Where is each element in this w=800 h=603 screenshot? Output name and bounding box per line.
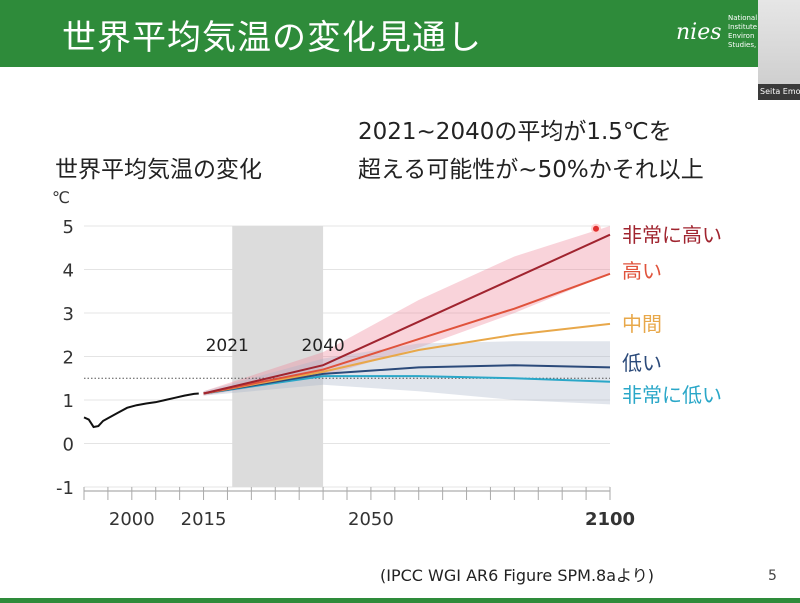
participant-video[interactable]: Seita Emo <box>758 0 800 100</box>
chart-subtitle: 世界平均気温の変化 <box>55 157 262 183</box>
logo-text: National Institute Environ Studies, <box>728 14 758 50</box>
uncertainty-band-low <box>203 341 610 405</box>
x-tick-label: 2050 <box>348 509 394 530</box>
logo-text-line: Environ <box>728 32 755 40</box>
logo-text-line: National <box>728 14 758 22</box>
series-line-intermediate <box>203 322 611 395</box>
logo-text-line: Institute <box>728 23 758 31</box>
note-line-1: 2021~2040の平均が1.5℃を <box>358 119 672 145</box>
y-tick-label: 2 <box>63 348 74 369</box>
page-number: 5 <box>768 568 777 584</box>
y-tick-label: 3 <box>63 304 74 325</box>
uncertainty-band-very_high <box>203 226 610 396</box>
logo-text-line: Studies, <box>728 41 757 49</box>
series-line-very_low <box>203 375 611 395</box>
logo-mark: nies <box>676 20 722 45</box>
series-line-high <box>203 272 611 395</box>
series-label-intermediate: 中間 <box>622 312 662 336</box>
period-start-label: 2021 <box>206 336 249 356</box>
x-tick-label: 2100 <box>585 509 635 530</box>
series-label-low: 低い <box>622 351 662 375</box>
source-citation: (IPCC WGI AR6 Figure SPM.8aより) <box>380 566 654 585</box>
slide-title: 世界平均気温の変化見通し <box>62 18 482 58</box>
y-tick-label: 1 <box>63 391 74 412</box>
participant-name: Seita Emo <box>758 84 800 100</box>
nies-logo: nies National Institute Environ Studies, <box>676 14 758 54</box>
x-tick-label: 2015 <box>181 509 227 530</box>
bottom-rule <box>0 598 800 603</box>
historical-line <box>83 392 199 429</box>
note-line-2: 超える可能性が~50%かそれ以上 <box>358 157 704 183</box>
y-tick-label: 5 <box>63 217 74 238</box>
end-marker <box>591 223 601 234</box>
y-tick-label: -1 <box>56 478 74 499</box>
title-bar: 世界平均気温の変化見通し nies National Institute Env… <box>0 0 758 67</box>
series-label-very_high: 非常に高い <box>622 223 722 247</box>
series-line-low <box>203 364 611 395</box>
period-end-label: 2040 <box>301 336 344 356</box>
x-tick-label: 2000 <box>109 509 155 530</box>
video-thumbnail <box>758 0 800 84</box>
period-highlight <box>232 226 324 487</box>
series-label-very_low: 非常に低い <box>622 383 722 407</box>
y-tick-label: 4 <box>63 261 74 282</box>
y-tick-label: 0 <box>63 435 74 456</box>
series-line-very_high <box>203 233 611 395</box>
y-unit-label: ℃ <box>52 188 70 207</box>
series-label-high: 高い <box>622 259 662 283</box>
